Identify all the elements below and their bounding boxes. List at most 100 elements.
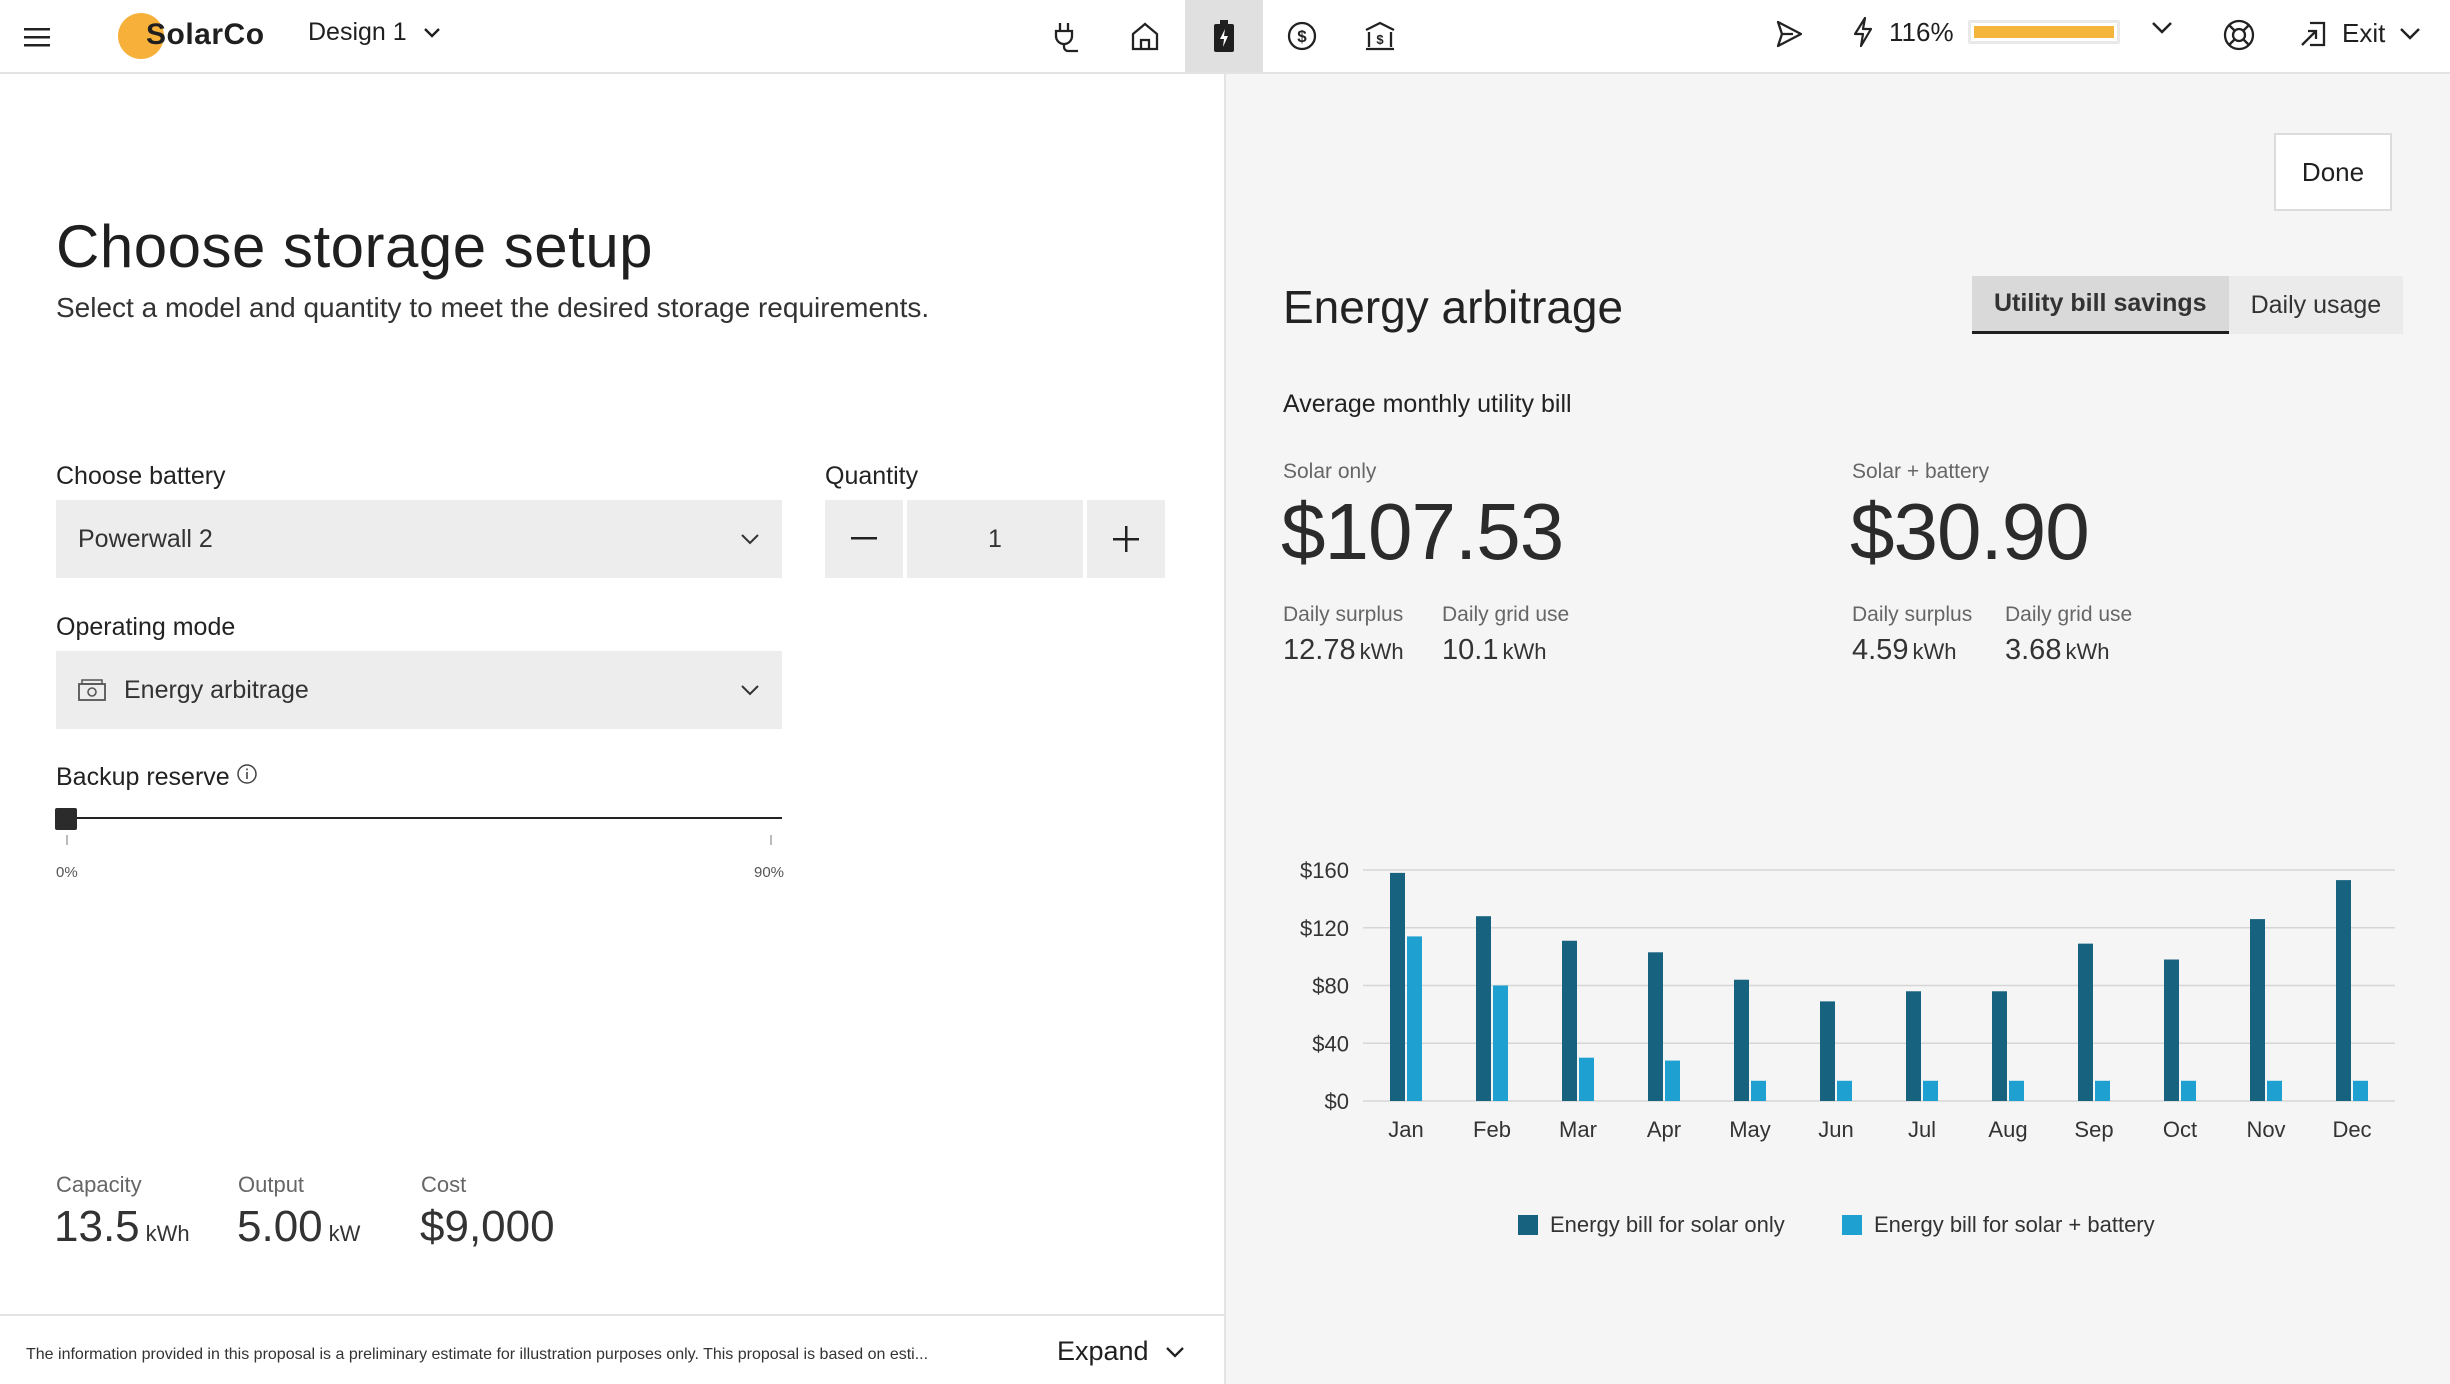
results-tabs: Utility bill savings Daily usage xyxy=(1972,276,2404,334)
capacity-label: Capacity xyxy=(56,1172,142,1197)
solar-only-surplus-unit: kWh xyxy=(1359,639,1404,664)
capacity-stat: 13.5 kWh xyxy=(54,1202,190,1252)
slider-tick-max xyxy=(770,835,772,845)
solar-battery-grid: 3.68 kWh xyxy=(2005,634,2109,667)
quantity-value[interactable]: 1 xyxy=(907,500,1083,578)
bar-solar-only xyxy=(1562,940,1577,1101)
solar-only-grid-label: Daily grid use xyxy=(1442,603,1570,626)
solar-battery-label: Solar + battery xyxy=(1852,460,1990,483)
y-tick-label: $80 xyxy=(1312,974,1349,999)
bar-solar-only xyxy=(2250,919,2265,1101)
reserve-max-label: 90% xyxy=(754,864,785,881)
backup-reserve-track[interactable] xyxy=(56,817,782,819)
bar-solar-battery xyxy=(1837,1080,1852,1101)
menu-icon[interactable] xyxy=(24,22,54,52)
house-icon[interactable] xyxy=(1106,0,1184,72)
chevron-down-icon xyxy=(741,685,759,696)
x-tick-label: May xyxy=(1729,1117,1771,1142)
battery-label: Choose battery xyxy=(56,462,226,490)
quantity-stepper: 1 xyxy=(825,500,1165,578)
battery-select[interactable]: Powerwall 2 xyxy=(56,500,782,578)
energy-offset[interactable]: 116% xyxy=(1851,16,2120,48)
panel-divider xyxy=(1224,74,1226,1384)
monthly-bill-chart: $160 $120 $80 $40 $0 Jan Feb Mar Apr May Jun Jul Aug… xyxy=(1300,858,2395,1142)
output-stat: 5.00 kW xyxy=(237,1202,360,1252)
solar-only-surplus: 12.78 kWh xyxy=(1283,634,1404,667)
svg-text:$: $ xyxy=(1376,32,1384,47)
energy-expand-button[interactable] xyxy=(2150,20,2174,36)
minus-icon xyxy=(851,537,877,540)
bar-solar-only xyxy=(1390,872,1405,1101)
solar-only-surplus-value: 12.78 xyxy=(1283,634,1356,666)
bar-solar-battery xyxy=(1579,1057,1594,1101)
page-title: Choose storage setup xyxy=(56,213,654,280)
bar-solar-only xyxy=(1906,991,1921,1101)
x-tick-label: Jul xyxy=(1908,1117,1936,1142)
x-tick-label: Dec xyxy=(2332,1117,2371,1142)
legend-swatch-solar-only xyxy=(1518,1215,1538,1235)
solar-only-bill: $107.53 xyxy=(1281,487,1564,576)
solar-battery-grid-unit: kWh xyxy=(2065,639,2110,664)
info-icon[interactable] xyxy=(236,763,258,785)
storage-setup-panel xyxy=(0,74,1224,1384)
capacity-unit: kWh xyxy=(145,1221,190,1246)
cost-label: Cost xyxy=(421,1172,467,1197)
help-icon[interactable] xyxy=(2222,18,2256,52)
tab-daily-usage[interactable]: Daily usage xyxy=(2228,276,2404,334)
finance-icon[interactable]: $ xyxy=(1341,0,1419,72)
bar-solar-battery xyxy=(1923,1080,1938,1101)
x-tick-label: Oct xyxy=(2163,1117,2197,1142)
legend-label-solar-battery: Energy bill for solar + battery xyxy=(1874,1212,2155,1237)
bar-solar-battery xyxy=(2353,1080,2368,1101)
chevron-down-icon xyxy=(1165,1346,1184,1358)
results-panel xyxy=(1226,74,2450,1384)
legend-swatch-solar-battery xyxy=(1842,1215,1862,1235)
legend-solar-battery: Energy bill for solar + battery xyxy=(1842,1212,2155,1238)
solar-battery-surplus-unit: kWh xyxy=(1912,639,1957,664)
output-label: Output xyxy=(238,1172,305,1197)
bar-solar-only xyxy=(1820,1001,1835,1101)
svg-text:$: $ xyxy=(1297,27,1307,46)
x-tick-label: Nov xyxy=(2246,1117,2285,1142)
energy-offset-fill xyxy=(1973,26,2114,38)
output-value: 5.00 xyxy=(237,1202,323,1251)
bar-solar-only xyxy=(2078,943,2093,1101)
increment-button[interactable] xyxy=(1087,500,1165,578)
bar-solar-battery xyxy=(1665,1060,1680,1101)
solar-only-label: Solar only xyxy=(1283,460,1377,483)
battery-icon[interactable] xyxy=(1185,0,1263,72)
backup-reserve-thumb[interactable] xyxy=(55,808,77,830)
disclaimer-footer: The information provided in this proposa… xyxy=(0,1314,1224,1384)
quantity-label: Quantity xyxy=(825,462,919,490)
decrement-button[interactable] xyxy=(825,500,903,578)
reserve-min-label: 0% xyxy=(56,864,78,881)
tab-utility-bill-savings[interactable]: Utility bill savings xyxy=(1972,276,2229,334)
bar-solar-battery xyxy=(2181,1080,2196,1101)
plus-icon xyxy=(1113,526,1139,552)
dollar-icon[interactable]: $ xyxy=(1263,0,1341,72)
capacity-value: 13.5 xyxy=(54,1202,140,1251)
solar-battery-surplus-label: Daily surplus xyxy=(1852,603,1973,626)
chevron-down-icon xyxy=(423,27,440,38)
plug-icon[interactable] xyxy=(1028,0,1106,72)
disclaimer-text: The information provided in this proposa… xyxy=(26,1346,929,1363)
exit-icon xyxy=(2301,21,2326,46)
exit-button[interactable]: Exit xyxy=(2298,18,2421,49)
chevron-down-icon xyxy=(2400,27,2421,40)
solar-only-surplus-label: Daily surplus xyxy=(1283,603,1404,626)
solar-battery-grid-value: 3.68 xyxy=(2005,634,2062,666)
backup-reserve-label: Backup reserve xyxy=(56,763,230,791)
chevron-down-icon xyxy=(2152,22,2172,34)
done-button[interactable]: Done xyxy=(2274,133,2392,211)
operating-mode-select[interactable]: Energy arbitrage xyxy=(56,651,782,729)
design-label: Design 1 xyxy=(308,18,407,46)
design-select[interactable]: Design 1 xyxy=(308,18,441,47)
solar-only-grid: 10.1 kWh xyxy=(1442,634,1546,667)
x-tick-label: Jan xyxy=(1388,1117,1423,1142)
cost-value: $9,000 xyxy=(420,1202,555,1251)
y-tick-label: $120 xyxy=(1300,916,1349,941)
expand-button[interactable]: Expand xyxy=(1057,1336,1185,1367)
solar-battery-surplus: 4.59 kWh xyxy=(1852,634,1956,667)
send-icon[interactable] xyxy=(1773,18,1805,50)
page-subtitle: Select a model and quantity to meet the … xyxy=(56,292,930,323)
